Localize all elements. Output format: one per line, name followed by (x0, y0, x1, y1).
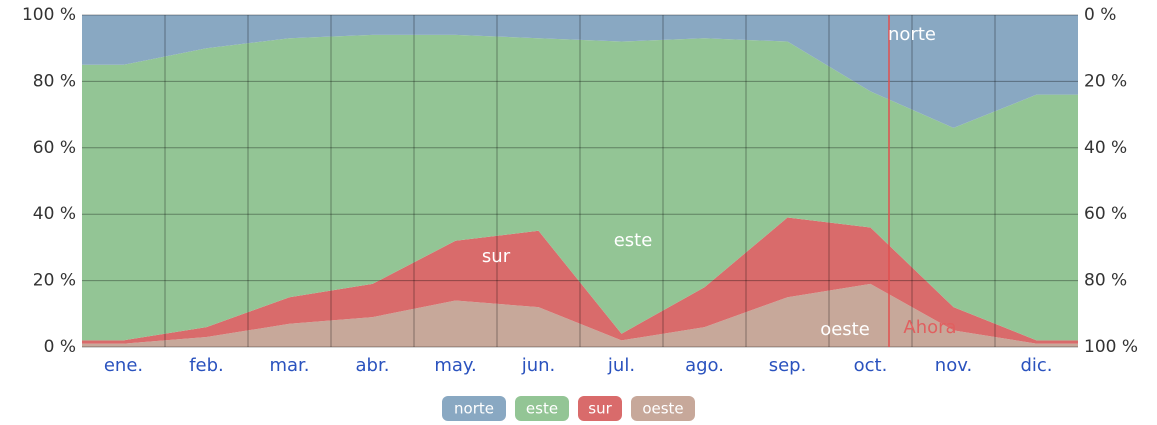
y2-tick-label: 100 % (1084, 337, 1138, 357)
legend-label: norte (454, 400, 494, 418)
annotation: Ahora (903, 317, 956, 338)
annotation: sur (482, 246, 511, 267)
legend-swatch (515, 396, 569, 421)
y-tick-label: 100 % (22, 5, 76, 25)
y-tick-label: 0 % (44, 337, 76, 357)
x-tick-label: feb. (189, 355, 224, 376)
x-tick-label: ago. (685, 355, 724, 376)
annotation: norte (888, 24, 936, 45)
legend-label: sur (588, 400, 612, 418)
x-tick-label: ene. (104, 355, 143, 376)
y2-tick-label: 40 % (1084, 138, 1127, 158)
x-tick-label: nov. (935, 355, 972, 376)
area-este (82, 34, 1078, 341)
legend-label: oeste (642, 400, 683, 418)
x-tick-label: mar. (269, 355, 309, 376)
legend-swatch (442, 396, 506, 421)
x-tick-label: jun. (521, 355, 556, 376)
annotation: este (614, 230, 653, 251)
y2-tick-label: 60 % (1084, 204, 1127, 224)
area-oeste (82, 283, 1078, 347)
x-tick-label: jul. (607, 355, 635, 376)
y2-tick-label: 20 % (1084, 71, 1127, 91)
x-tick-label: may. (434, 355, 476, 376)
y-tick-label: 80 % (33, 71, 76, 91)
legend-swatch (578, 396, 622, 421)
y-tick-label: 40 % (33, 204, 76, 224)
legend-swatch (631, 396, 695, 421)
legend-label: este (526, 400, 558, 418)
y2-tick-label: 80 % (1084, 271, 1127, 291)
x-tick-label: sep. (769, 355, 807, 376)
x-tick-label: oct. (854, 355, 888, 376)
y2-tick-label: 0 % (1084, 5, 1116, 25)
area-sur (82, 217, 1078, 344)
area-norte (82, 15, 1078, 128)
x-tick-label: dic. (1020, 355, 1052, 376)
annotation: oeste (820, 319, 870, 340)
x-tick-label: abr. (356, 355, 390, 376)
y-tick-label: 20 % (33, 271, 76, 291)
y-tick-label: 60 % (33, 138, 76, 158)
